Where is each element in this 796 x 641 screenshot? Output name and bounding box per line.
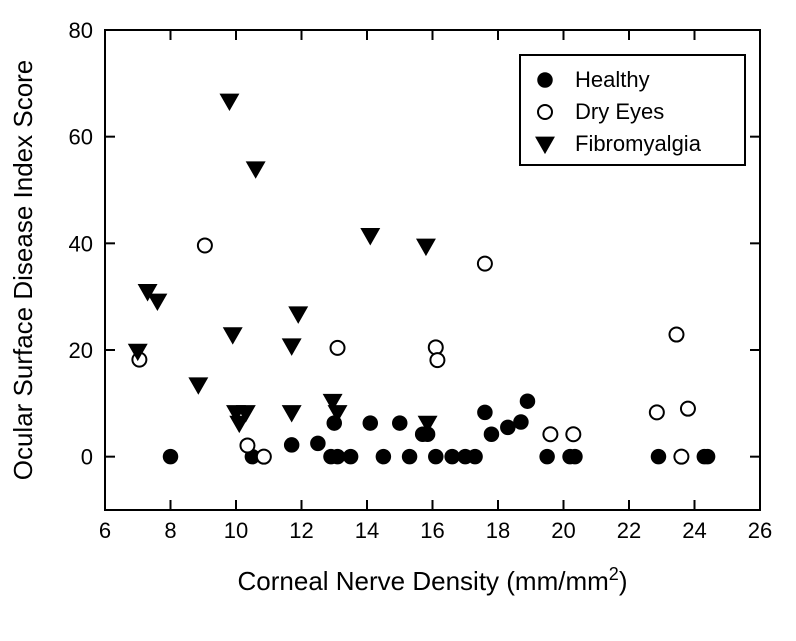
data-point [283, 339, 301, 355]
x-tick-label: 18 [486, 518, 510, 543]
x-tick-label: 8 [164, 518, 176, 543]
legend-marker [538, 73, 552, 87]
data-point [681, 402, 695, 416]
x-tick-label: 16 [420, 518, 444, 543]
y-tick-label: 0 [81, 445, 93, 470]
x-axis-title: Corneal Nerve Density (mm/mm2) [238, 564, 628, 596]
x-tick-label: 26 [748, 518, 772, 543]
data-point [468, 450, 482, 464]
data-point [220, 94, 238, 110]
data-point [361, 229, 379, 245]
data-point [674, 450, 688, 464]
data-point [224, 328, 242, 344]
data-point [285, 438, 299, 452]
legend-label: Fibromyalgia [575, 131, 702, 156]
data-point [650, 405, 664, 419]
data-point [651, 450, 665, 464]
data-point [417, 239, 435, 255]
data-point [403, 450, 417, 464]
data-point [568, 450, 582, 464]
data-point [520, 394, 534, 408]
data-point [283, 406, 301, 422]
data-point [445, 450, 459, 464]
x-tick-label: 20 [551, 518, 575, 543]
legend-marker [538, 105, 552, 119]
data-point [376, 450, 390, 464]
x-tick-label: 6 [99, 518, 111, 543]
x-tick-label: 24 [682, 518, 706, 543]
legend-label: Dry Eyes [575, 99, 664, 124]
y-axis-title: Ocular Surface Disease Index Score [8, 60, 38, 481]
data-point [363, 416, 377, 430]
data-point [189, 378, 207, 394]
x-tick-label: 12 [289, 518, 313, 543]
y-tick-label: 20 [69, 338, 93, 363]
data-point [311, 436, 325, 450]
x-tick-label: 10 [224, 518, 248, 543]
data-point [289, 307, 307, 323]
data-point [514, 415, 528, 429]
data-point [331, 341, 345, 355]
y-tick-label: 60 [69, 125, 93, 150]
legend-label: Healthy [575, 67, 650, 92]
data-point [701, 450, 715, 464]
data-point [148, 294, 166, 310]
data-point [393, 416, 407, 430]
data-point [540, 450, 554, 464]
data-point [164, 450, 178, 464]
data-point [669, 328, 683, 342]
chart-svg: 6 8 10 12 14 16 18 20 22 24 26 0 20 40 60 80 Corneal Ner… [0, 0, 796, 641]
data-point [257, 450, 271, 464]
data-point [430, 353, 444, 367]
data-point [247, 162, 265, 178]
x-tick-label: 22 [617, 518, 641, 543]
data-point [543, 427, 557, 441]
data-point [331, 450, 345, 464]
data-point [478, 257, 492, 271]
x-tick-label: 14 [355, 518, 379, 543]
data-point [240, 438, 254, 452]
scatter-chart: 6 8 10 12 14 16 18 20 22 24 26 0 20 40 60 80 Corneal Ner… [0, 0, 796, 641]
data-point [566, 427, 580, 441]
data-point [429, 340, 443, 354]
data-point [478, 405, 492, 419]
data-point [198, 238, 212, 252]
legend-marker [536, 137, 554, 153]
data-point [501, 420, 515, 434]
y-tick-label: 80 [69, 18, 93, 43]
data-point [429, 450, 443, 464]
y-tick-label: 40 [69, 231, 93, 256]
data-point [484, 427, 498, 441]
data-point [344, 450, 358, 464]
